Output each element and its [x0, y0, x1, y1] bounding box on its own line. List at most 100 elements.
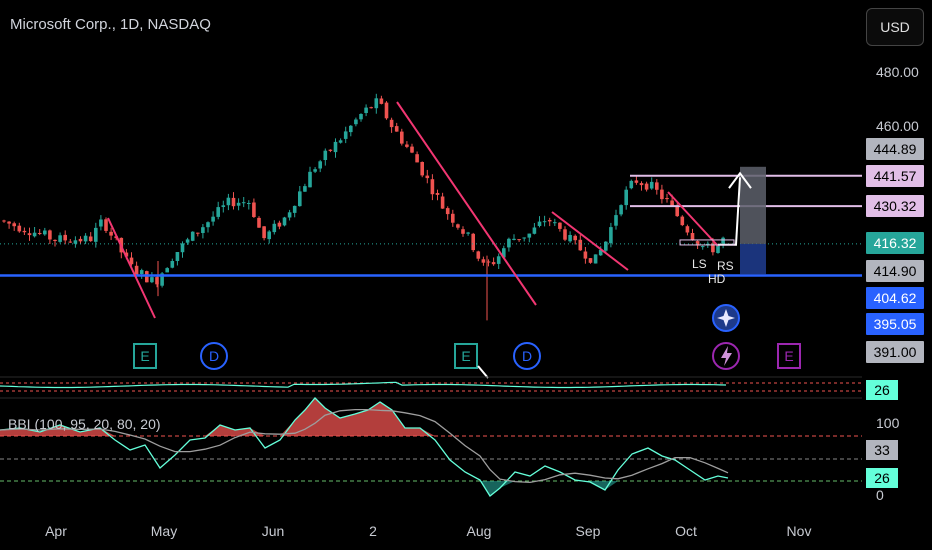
candle-body — [578, 239, 583, 251]
candle-body — [568, 235, 572, 242]
candle-body — [721, 237, 725, 244]
candle-body — [63, 234, 67, 241]
price-tag[interactable]: 395.05 — [866, 313, 924, 335]
candle-body — [12, 223, 16, 227]
candlestick-series — [2, 93, 725, 321]
candle-body — [165, 268, 169, 273]
candle-body — [435, 193, 440, 195]
candle-body — [323, 150, 328, 160]
price-tag-label: 395.05 — [874, 316, 917, 332]
candle-body — [649, 181, 654, 189]
candle-body — [466, 232, 470, 234]
lightning-icon[interactable] — [712, 342, 740, 370]
candle-body — [272, 223, 277, 233]
candle-body — [384, 102, 389, 119]
currency-button[interactable]: USD — [866, 8, 924, 46]
candle-body — [308, 171, 312, 188]
dividend-event-icon[interactable]: D — [513, 342, 541, 370]
candle-body — [68, 241, 73, 243]
bbi-value-tag[interactable]: 26 — [866, 468, 898, 488]
candle-body — [32, 232, 37, 237]
arrow-head-icon — [728, 171, 752, 189]
cursor-icon — [477, 365, 489, 379]
head-shoulders-box[interactable] — [679, 239, 735, 246]
candle-body — [542, 221, 547, 223]
price-tag[interactable]: 416.32 — [866, 232, 924, 254]
candle-body — [420, 162, 424, 176]
dividend-event-icon[interactable]: D — [200, 342, 228, 370]
candle-body — [558, 222, 562, 229]
price-tag[interactable]: 441.57 — [866, 165, 924, 187]
candle-body — [563, 229, 567, 240]
price-tag[interactable]: 444.89 — [866, 138, 924, 160]
trendline[interactable] — [551, 211, 629, 271]
candle-body — [486, 261, 491, 263]
candle-body — [644, 183, 649, 190]
candle-body — [700, 246, 705, 248]
candle-body — [359, 114, 363, 120]
news-star-icon[interactable] — [712, 304, 740, 332]
time-axis-label: Jun — [262, 523, 285, 539]
candle-body — [206, 222, 210, 228]
price-tag-label: 430.32 — [874, 198, 917, 214]
candle-body — [619, 205, 623, 215]
earnings-event-icon[interactable]: E — [133, 343, 157, 369]
trendline[interactable] — [107, 217, 156, 319]
candle-body — [150, 277, 154, 283]
candle-body — [496, 256, 501, 264]
candle-body — [655, 182, 659, 190]
earnings-upcoming-event-icon[interactable]: E — [777, 343, 801, 369]
candle-body — [37, 233, 42, 234]
candle-body — [221, 205, 226, 207]
price-tag[interactable]: 391.00 — [866, 341, 924, 363]
candle-body — [527, 233, 532, 238]
candle-body — [53, 239, 57, 241]
candle-body — [277, 222, 282, 227]
candle-body — [634, 180, 639, 183]
trendline[interactable] — [667, 191, 719, 247]
candle-body — [247, 203, 251, 204]
price-tag-label: 391.00 — [874, 344, 917, 360]
time-axis-label: Nov — [787, 523, 812, 539]
candle-body — [374, 98, 379, 109]
bbi-line — [0, 397, 729, 497]
price-axis-tick: 480.00 — [876, 64, 919, 80]
candle-body — [22, 230, 27, 233]
candle-body — [685, 226, 690, 233]
candle-body — [349, 125, 353, 133]
candle-body — [298, 191, 302, 207]
bbi-value-tag[interactable]: 33 — [866, 440, 898, 460]
time-axis-label: Aug — [467, 523, 492, 539]
projection-stop-box[interactable] — [740, 243, 766, 275]
time-axis-label: Sep — [576, 523, 601, 539]
trendline[interactable] — [396, 101, 537, 306]
candle-body — [598, 249, 603, 256]
bbi-oversold-fill — [0, 481, 728, 496]
price-tag[interactable]: 404.62 — [866, 287, 924, 309]
candle-body — [134, 265, 139, 275]
earnings-event-icon[interactable]: E — [454, 343, 478, 369]
candle-body — [338, 140, 343, 143]
price-tag-label: 404.62 — [874, 290, 917, 306]
candle-body — [624, 189, 628, 206]
price-tag[interactable]: 430.32 — [866, 195, 924, 217]
price-tag-label: 414.90 — [874, 263, 917, 279]
candle-body — [170, 261, 175, 268]
candle-body — [445, 208, 450, 215]
candle-body — [389, 119, 394, 128]
candle-body — [609, 227, 613, 244]
mini-indicator-tag[interactable]: 26 — [866, 380, 898, 400]
bbi-signal-line — [0, 408, 729, 484]
price-tag[interactable]: 414.90 — [866, 260, 924, 282]
time-axis-label: May — [151, 523, 177, 539]
candle-body — [226, 197, 231, 206]
candle-body — [461, 229, 465, 234]
candle-body — [553, 222, 557, 224]
candle-body — [415, 154, 419, 163]
candle-body — [400, 131, 404, 144]
bbi-value-tag-label: 33 — [874, 442, 890, 458]
candle-body — [680, 216, 685, 226]
price-axis-tick: 460.00 — [876, 118, 919, 134]
candle-body — [706, 243, 710, 245]
